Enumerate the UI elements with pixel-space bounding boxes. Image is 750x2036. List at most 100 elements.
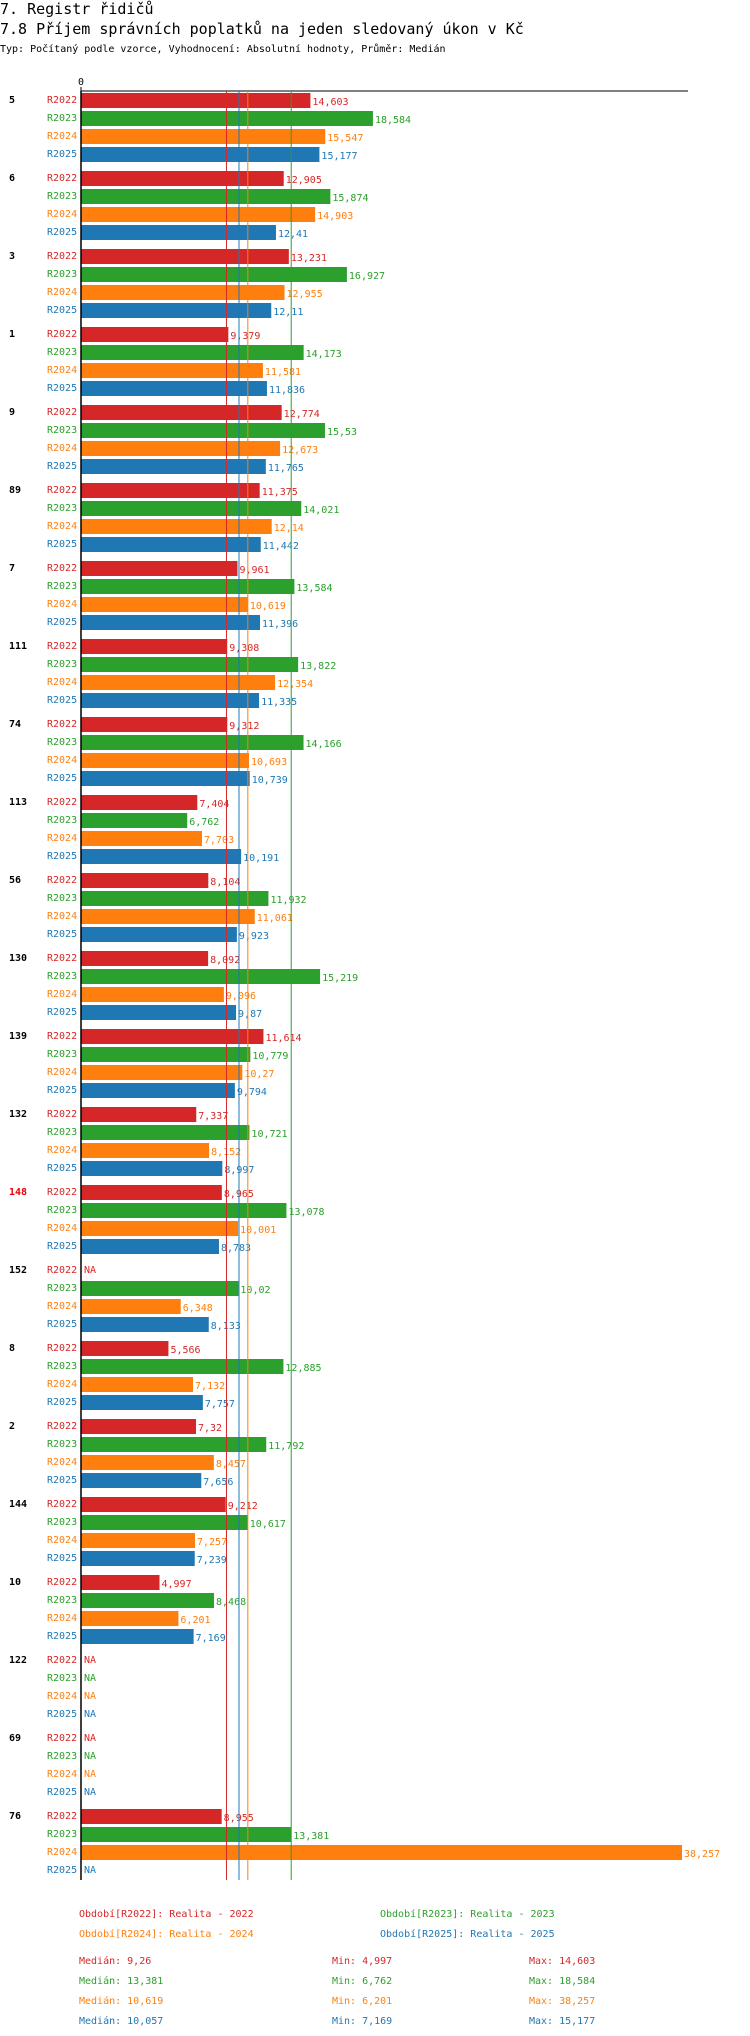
data-label: 12,673 <box>282 445 318 456</box>
bar <box>81 171 284 186</box>
data-label: 11,396 <box>262 619 298 630</box>
series-label: R2025 <box>47 383 77 394</box>
series-label: R2025 <box>47 1553 77 1564</box>
group-label: 152 <box>9 1265 27 1276</box>
bar <box>81 1065 243 1080</box>
series-label: R2022 <box>47 875 77 886</box>
series-label: R2025 <box>47 773 77 784</box>
series-label: R2022 <box>47 173 77 184</box>
series-label: R2025 <box>47 1007 77 1018</box>
bar <box>81 1221 239 1236</box>
bar <box>81 1551 195 1566</box>
bar <box>81 1395 203 1410</box>
group-label: 3 <box>9 251 15 262</box>
legend-item: Období[R2022]: Realita - 2022 <box>79 1909 254 1920</box>
bar <box>81 1593 215 1608</box>
series-label: R2023 <box>47 503 77 514</box>
data-label: 9,096 <box>226 991 256 1002</box>
section-title: 7. Registr řidičů <box>0 0 154 18</box>
bar <box>81 519 272 534</box>
series-label: R2023 <box>47 1361 77 1372</box>
series-label: R2024 <box>47 1847 77 1858</box>
bar <box>81 1437 267 1452</box>
series-label: R2022 <box>47 95 77 106</box>
data-label: 10,739 <box>252 775 288 786</box>
na-label: NA <box>84 1673 96 1684</box>
na-label: NA <box>84 1265 96 1276</box>
legend-item: Období[R2023]: Realita - 2023 <box>380 1909 555 1920</box>
bar <box>81 873 209 888</box>
bar <box>81 345 304 360</box>
bar <box>81 675 276 690</box>
series-label: R2024 <box>47 1691 77 1702</box>
group-label: 5 <box>9 95 15 106</box>
data-label: 13,584 <box>296 583 332 594</box>
series-label: R2025 <box>47 305 77 316</box>
data-label: 12,14 <box>274 523 304 534</box>
series-label: R2023 <box>47 1283 77 1294</box>
series-label: R2022 <box>47 1031 77 1042</box>
bar <box>81 1809 222 1824</box>
bar <box>81 891 269 906</box>
data-label: 7,656 <box>203 1477 233 1488</box>
group-label: 89 <box>9 485 21 496</box>
series-label: R2022 <box>47 329 77 340</box>
bar <box>81 1107 197 1122</box>
data-label: 7,239 <box>197 1555 227 1566</box>
data-label: 14,173 <box>306 349 342 360</box>
bar <box>81 1827 292 1842</box>
bar <box>81 1029 264 1044</box>
na-label: NA <box>84 1865 96 1876</box>
bar <box>81 579 295 594</box>
series-label: R2024 <box>47 1145 77 1156</box>
bar <box>81 639 228 654</box>
series-label: R2022 <box>47 1265 77 1276</box>
na-label: NA <box>84 1655 96 1666</box>
bar <box>81 537 261 552</box>
data-label: 6,348 <box>183 1303 213 1314</box>
bar <box>81 1005 237 1020</box>
data-label: 6,201 <box>180 1615 210 1626</box>
x-axis-tick-label: 0 <box>78 77 84 88</box>
series-label: R2023 <box>47 113 77 124</box>
bar <box>81 381 267 396</box>
data-label: 11,614 <box>265 1033 301 1044</box>
series-label: R2024 <box>47 209 77 220</box>
bar <box>81 1161 223 1176</box>
series-label: R2023 <box>47 425 77 436</box>
bar <box>81 1359 284 1374</box>
series-label: R2024 <box>47 287 77 298</box>
series-label: R2025 <box>47 1475 77 1486</box>
data-label: 11,792 <box>268 1441 304 1452</box>
bar <box>81 441 281 456</box>
stat-min: Min: 4,997 <box>332 1956 393 1967</box>
series-label: R2024 <box>47 1223 77 1234</box>
bar <box>81 1575 160 1590</box>
data-label: 16,927 <box>349 271 385 282</box>
series-label: R2025 <box>47 1397 77 1408</box>
series-label: R2023 <box>47 581 77 592</box>
series-label: R2022 <box>47 1421 77 1432</box>
series-label: R2023 <box>47 1049 77 1060</box>
data-label: 4,997 <box>162 1579 192 1590</box>
bar <box>81 363 263 378</box>
data-label: 9,379 <box>230 331 260 342</box>
series-label: R2024 <box>47 911 77 922</box>
data-label: 8,457 <box>216 1459 246 1470</box>
series-label: R2025 <box>47 1085 77 1096</box>
bar <box>81 1533 196 1548</box>
series-label: R2025 <box>47 695 77 706</box>
series-label: R2023 <box>47 1439 77 1450</box>
bar <box>81 1203 287 1218</box>
bar <box>81 1239 219 1254</box>
legend-item: Období[R2024]: Realita - 2024 <box>79 1929 254 1940</box>
data-label: 11,932 <box>270 895 306 906</box>
data-label: 9,961 <box>239 565 269 576</box>
group-label: 132 <box>9 1109 27 1120</box>
group-label: 2 <box>9 1421 15 1432</box>
stat-max: Max: 14,603 <box>529 1956 596 1967</box>
bar <box>81 267 347 282</box>
bar <box>81 249 289 264</box>
series-label: R2024 <box>47 1067 77 1078</box>
series-label: R2022 <box>47 797 77 808</box>
